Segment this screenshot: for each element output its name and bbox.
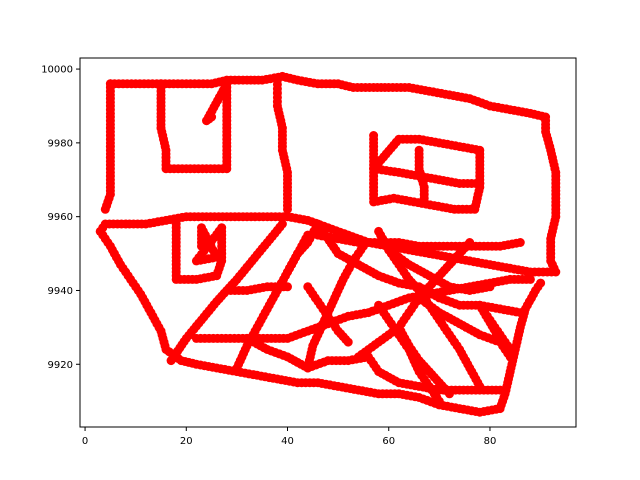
data-point bbox=[515, 308, 525, 318]
data-point bbox=[465, 238, 475, 247]
x-tick-label: 0 bbox=[82, 436, 88, 447]
data-point bbox=[277, 219, 287, 229]
data-point bbox=[495, 385, 505, 395]
y-tick-label: 10000 bbox=[41, 65, 73, 76]
x-tick-label: 80 bbox=[484, 436, 497, 447]
data-point bbox=[505, 345, 515, 354]
data-point bbox=[475, 381, 485, 391]
data-point bbox=[515, 238, 525, 247]
data-point bbox=[283, 282, 292, 292]
data-point bbox=[525, 274, 535, 284]
x-axis: 0 20 40 60 80 bbox=[82, 427, 496, 447]
y-tick-label: 9940 bbox=[48, 286, 73, 297]
y-axis: 9920 9940 9960 9980 10000 bbox=[41, 65, 80, 371]
points-layer bbox=[95, 71, 561, 417]
data-point bbox=[207, 112, 217, 122]
x-tick-label: 60 bbox=[382, 436, 395, 447]
data-point bbox=[445, 389, 454, 399]
y-tick-label: 9920 bbox=[48, 360, 73, 371]
data-point bbox=[485, 282, 495, 292]
x-tick-label: 20 bbox=[180, 436, 193, 447]
y-tick-label: 9960 bbox=[48, 212, 73, 223]
data-point bbox=[283, 204, 292, 214]
data-point bbox=[475, 179, 485, 188]
data-point bbox=[419, 197, 429, 207]
data-point bbox=[105, 79, 115, 89]
data-point bbox=[434, 396, 444, 406]
y-tick-label: 9980 bbox=[48, 138, 73, 149]
x-tick-label: 40 bbox=[281, 436, 294, 447]
data-point bbox=[536, 278, 546, 288]
plot-area-frame bbox=[79, 57, 577, 428]
data-point bbox=[343, 337, 353, 347]
data-point bbox=[197, 241, 206, 251]
